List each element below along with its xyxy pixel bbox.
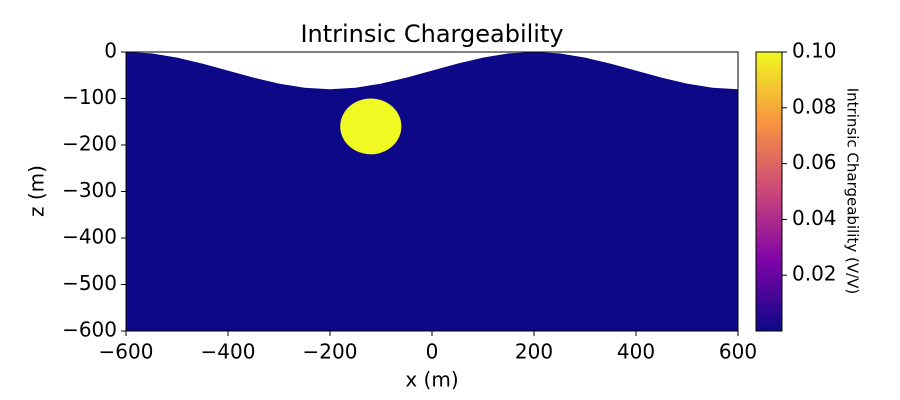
x-tick-label: −400 (201, 340, 256, 364)
x-tick-label: −200 (303, 340, 358, 364)
y-tick-label: −300 (62, 178, 117, 202)
colorbar (755, 51, 783, 332)
x-tick-label: 400 (617, 340, 655, 364)
y-tick-label: −100 (62, 85, 117, 109)
y-tick-label: −400 (62, 225, 117, 249)
x-tick-label: −600 (99, 340, 154, 364)
colorbar-tick-label: 0.08 (792, 94, 837, 118)
colorbar-tick-label: 0.04 (792, 206, 837, 230)
y-tick-label: −600 (62, 318, 117, 342)
colorbar-tick-label: 0.06 (792, 150, 837, 174)
y-tick-label: −500 (62, 271, 117, 295)
colorbar-tick-label: 0.10 (792, 39, 837, 63)
ground (126, 52, 738, 331)
x-tick-label: 200 (515, 340, 553, 364)
x-tick-label: 0 (426, 340, 439, 364)
y-tick-label: −200 (62, 132, 117, 156)
sphere (340, 98, 402, 155)
colorbar-label: Intrinsic Chargeability (V/V) (844, 88, 862, 295)
y-axis-label: z (m) (25, 165, 49, 217)
y-tick-label: 0 (104, 39, 117, 63)
x-axis-label: x (m) (405, 368, 458, 392)
chart-title: Intrinsic Chargeability (300, 20, 563, 48)
colorbar-tick-label: 0.02 (792, 262, 837, 286)
x-tick-label: 600 (719, 340, 757, 364)
